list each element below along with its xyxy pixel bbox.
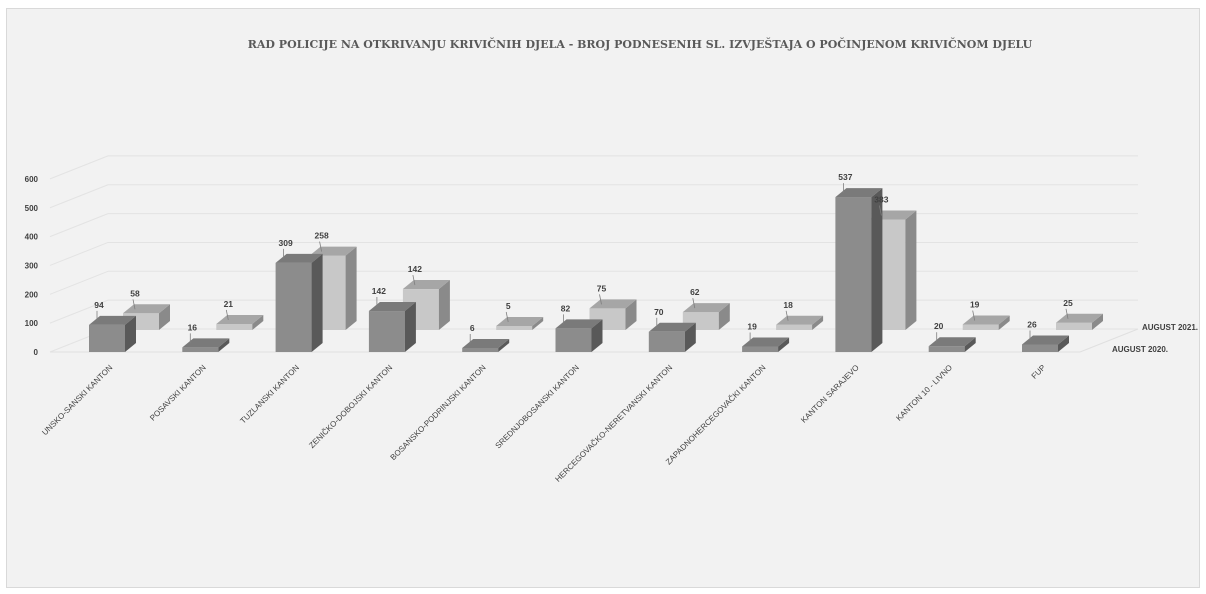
- bar-2021-10: [1056, 313, 1103, 330]
- data-label-2021-0: 58: [130, 288, 140, 298]
- category-label: TUZLANSKI KANTON: [238, 363, 301, 426]
- data-label-2021-7: 18: [783, 300, 793, 310]
- category-label: HERCEGOVAČKO-NERETVANSKI KANTON: [553, 363, 674, 484]
- data-label-2021-2-leader: [319, 241, 322, 252]
- data-label-2021-4-leader: [505, 311, 509, 323]
- category-label: BOSANSKO-PODRINJSKI KANTON: [389, 363, 488, 462]
- category-label: POSAVSKI KANTON: [148, 363, 208, 423]
- data-label-2020-10: 26: [1027, 319, 1037, 329]
- data-label-2020-4: 6: [470, 323, 475, 333]
- data-label-2021-5: 75: [597, 283, 607, 293]
- data-label-2021-6: 62: [690, 287, 700, 297]
- y-tick-label: 200: [25, 290, 39, 299]
- data-label-2021-8-leader: [879, 205, 882, 216]
- y-tick-label: 300: [25, 261, 39, 270]
- data-label-2021-4: 5: [506, 301, 511, 311]
- category-label: KANTON SARAJEVO: [799, 363, 861, 425]
- y-tick-label: 0: [34, 348, 39, 357]
- bar-2020-6: [648, 322, 696, 352]
- data-label-2021-3-leader: [412, 274, 416, 286]
- data-label-2020-8: 537: [838, 172, 852, 182]
- bar-2020-5: [555, 319, 603, 352]
- bar-2020-10: [1022, 335, 1069, 352]
- bar-2021-9: [962, 315, 1010, 330]
- data-label-2021-1: 21: [224, 299, 234, 309]
- data-label-2020-5: 82: [561, 303, 571, 313]
- bar-2021-1: [216, 314, 264, 330]
- bar-2020-7: [742, 337, 790, 352]
- y-tick-label: 400: [25, 233, 39, 242]
- data-label-2020-1: 16: [188, 322, 198, 332]
- bar-2021-7: [776, 315, 824, 330]
- data-label-2021-2: 258: [315, 231, 329, 241]
- data-label-2021-9: 19: [970, 300, 980, 310]
- data-label-2021-7-leader: [785, 310, 789, 321]
- data-label-2021-10-leader: [1065, 308, 1069, 319]
- data-label-2021-6-leader: [692, 298, 696, 309]
- data-label-2021-3: 142: [408, 264, 422, 274]
- category-label: ZAPADNOHERCEGOVAČKI KANTON: [664, 363, 768, 467]
- category-label: KANTON 10 - LIVNO: [894, 363, 954, 423]
- data-label-2021-1-leader: [225, 309, 229, 321]
- category-label: FUP: [1030, 363, 1048, 381]
- bar-2020-3: [368, 302, 416, 352]
- bar-2020-1: [182, 338, 230, 352]
- data-label-2020-2: 309: [279, 238, 293, 248]
- category-label: ZENIČKO-DOBOJSKI KANTON: [307, 363, 394, 450]
- data-label-2020-0: 94: [94, 300, 104, 310]
- series-label-2020: AUGUST 2020.: [1112, 345, 1168, 354]
- data-label-2020-7: 19: [747, 322, 757, 332]
- data-label-2020-3: 142: [372, 286, 386, 296]
- y-tick-label: 100: [25, 319, 39, 328]
- chart-title: RAD POLICIJE NA OTKRIVANJU KRIVIČNIH DJE…: [248, 37, 1033, 51]
- bar-2020-9: [928, 337, 976, 352]
- y-tick-label: 600: [25, 175, 39, 184]
- data-label-2021-10: 25: [1063, 298, 1073, 308]
- bar-2020-2: [275, 253, 323, 352]
- data-label-2020-9: 20: [934, 321, 944, 331]
- category-label: UNSKO-SANSKI KANTON: [40, 363, 114, 437]
- bar-2020-8: [835, 188, 883, 352]
- bar-2020-0: [89, 315, 136, 352]
- chart-area: [6, 8, 1200, 588]
- data-label-2021-5-leader: [599, 294, 602, 305]
- data-label-2021-9-leader: [972, 310, 976, 321]
- bar-2020-4: [462, 339, 510, 352]
- bar-2021-4: [496, 317, 544, 330]
- category-label: SREDNJOBOSANSKI KANTON: [494, 363, 582, 451]
- data-label-2020-6: 70: [654, 307, 664, 317]
- data-label-2021-0-leader: [132, 299, 136, 310]
- data-label-2021-8: 383: [874, 195, 888, 205]
- y-tick-label: 500: [25, 204, 39, 213]
- series-label-2021: AUGUST 2021.: [1142, 323, 1198, 332]
